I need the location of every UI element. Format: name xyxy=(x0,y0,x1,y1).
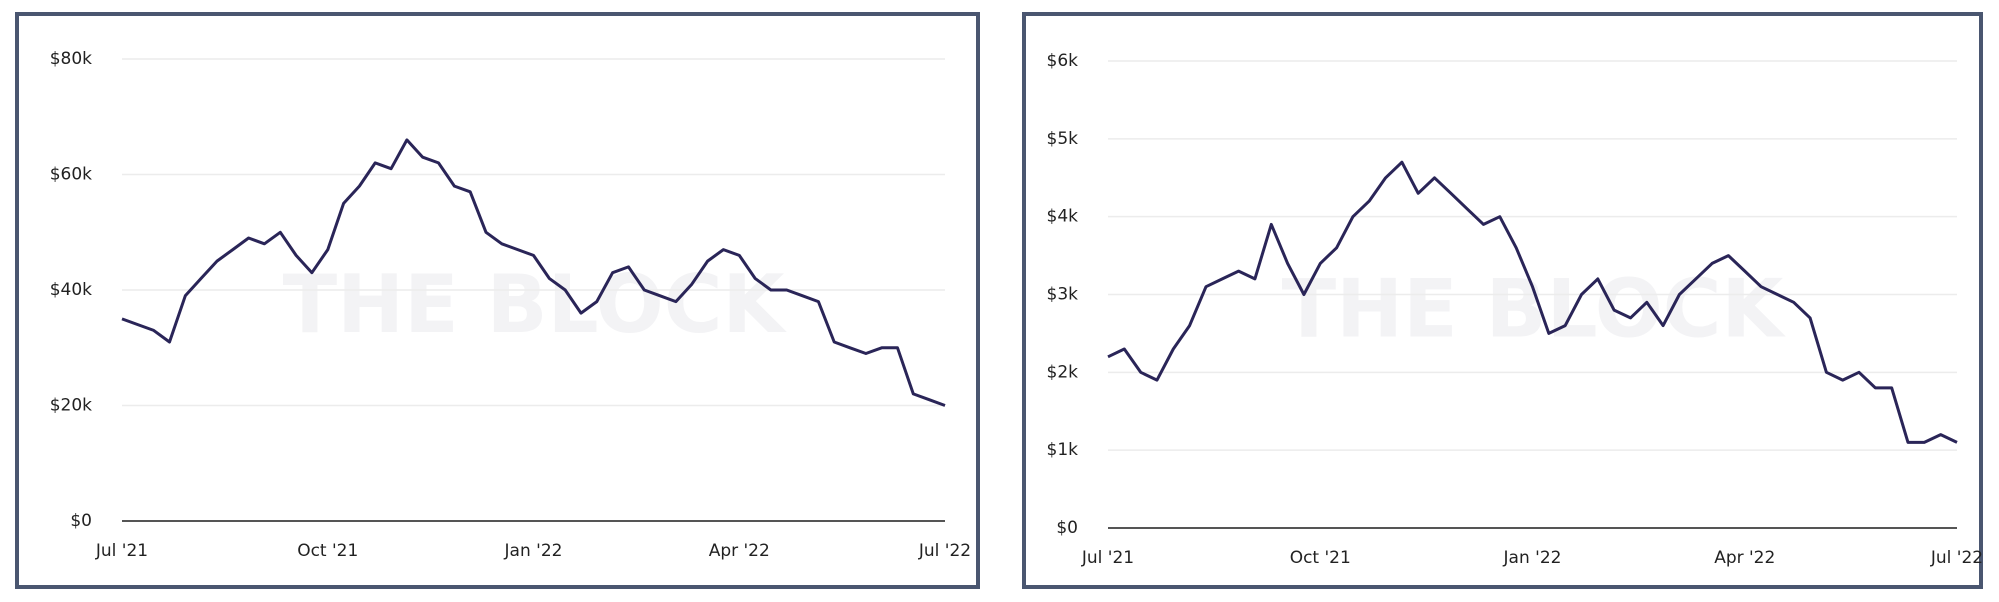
y-tick-label: $60k xyxy=(50,165,92,185)
panel xyxy=(1022,12,1983,589)
line xyxy=(121,138,946,407)
y-tick-label: $40k xyxy=(50,280,92,300)
x-tick-label: Jul '21 xyxy=(1081,548,1134,568)
x-tick-label: Jul '22 xyxy=(1930,548,1983,568)
y-tick-label: $3k xyxy=(1047,285,1079,305)
y-tick-label: $5k xyxy=(1047,129,1079,149)
line xyxy=(1107,160,1958,444)
y-tick-label: $0 xyxy=(70,511,92,531)
y-tick-label: $4k xyxy=(1047,207,1079,227)
x-tick-label: Jul '21 xyxy=(95,541,148,561)
x-tick-label: Apr '22 xyxy=(1714,548,1775,568)
watermark: THE BLOCK xyxy=(283,258,788,351)
y-tick-label: $1k xyxy=(1047,440,1079,460)
y-tick-label: $80k xyxy=(50,49,92,69)
x-tick-label: Jul '22 xyxy=(918,541,971,561)
x-tick-label: Jan '22 xyxy=(504,541,563,561)
x-tick-label: Oct '21 xyxy=(297,541,358,561)
y-tick-label: $6k xyxy=(1047,51,1079,71)
panel xyxy=(15,12,980,589)
y-tick-label: $20k xyxy=(50,396,92,416)
y-tick-label: $0 xyxy=(1056,518,1078,538)
y-tick-label: $2k xyxy=(1047,362,1079,382)
x-tick-label: Oct '21 xyxy=(1290,548,1351,568)
x-tick-label: Apr '22 xyxy=(709,541,770,561)
x-tick-label: Jan '22 xyxy=(1503,548,1562,568)
watermark: THE BLOCK xyxy=(1282,262,1787,355)
